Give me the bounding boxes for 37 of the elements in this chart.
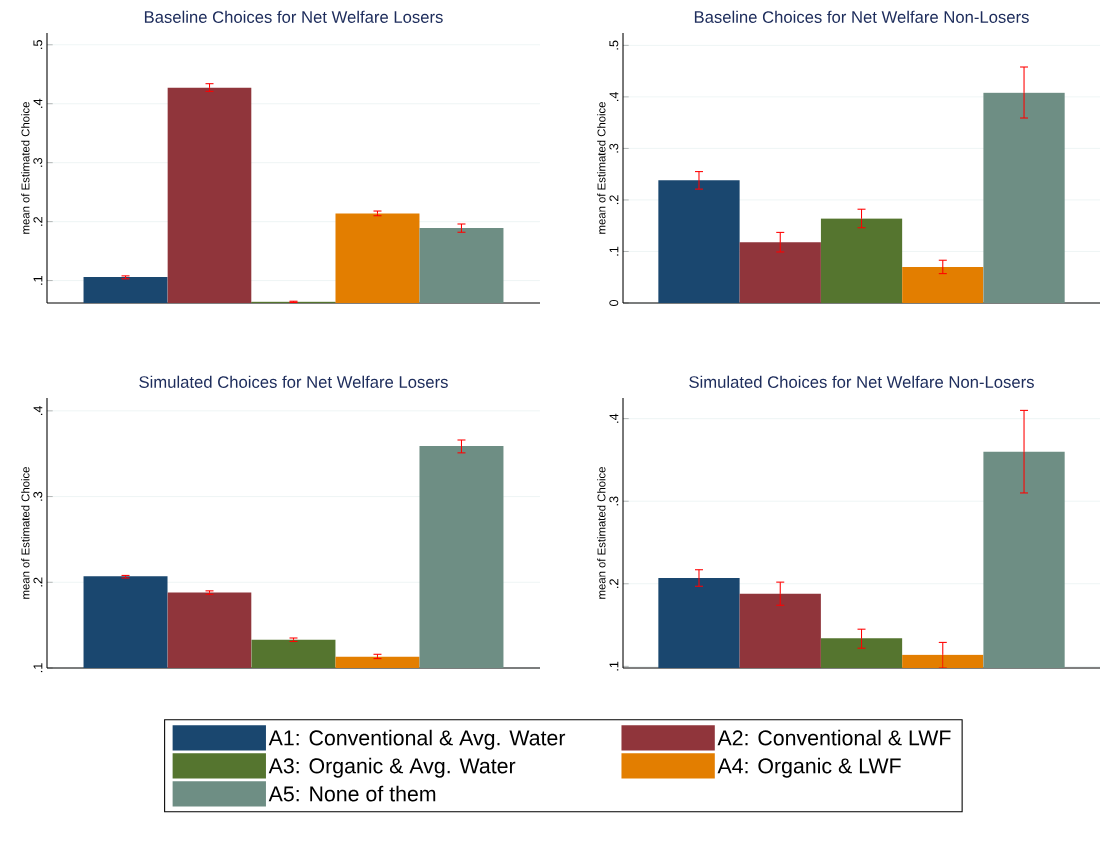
y-tick-label: .1 <box>33 275 43 285</box>
y-tick-label: .4 <box>609 413 619 423</box>
y-tick-label: .2 <box>33 577 43 587</box>
y-tick-label: .2 <box>609 579 619 588</box>
legend-label: A2: Conventional & LWF <box>717 729 951 746</box>
y-tick-label: 0 <box>609 299 619 307</box>
y-tick-label: .5 <box>33 40 43 49</box>
y-tick-label: .2 <box>609 195 619 205</box>
bar <box>739 242 821 303</box>
chart-title: Simulated Choices for Net Welfare Losers <box>139 375 448 388</box>
y-tick-label: .3 <box>33 157 43 167</box>
y-axis-title: mean of Estimated Choice <box>597 467 606 599</box>
y-tick-label: .1 <box>33 663 43 673</box>
y-tick-label: .4 <box>33 98 43 108</box>
bar <box>820 218 903 303</box>
chart-title: Simulated Choices for Net Welfare Non-Losers <box>689 375 1034 388</box>
y-tick-label: .2 <box>33 216 43 226</box>
y-tick-label: .4 <box>33 405 43 415</box>
chart-title: Baseline Choices for Net Welfare Non-Losers <box>694 10 1029 23</box>
y-tick-label: .1 <box>609 246 619 256</box>
y-axis-title: mean of Estimated Choice <box>597 102 606 234</box>
bar <box>902 266 984 303</box>
y-tick-label: .1 <box>609 661 619 671</box>
y-tick-label: .3 <box>33 491 43 501</box>
bar <box>658 180 740 303</box>
y-tick-label: .5 <box>609 40 619 50</box>
legend-label: A3: Organic & Avg. Water <box>268 757 516 778</box>
y-tick-label: .4 <box>609 91 619 102</box>
y-axis-title: mean of Estimated Choice <box>21 102 30 234</box>
chart-title: Baseline Choices for Net Welfare Losers <box>144 10 443 23</box>
legend-label: A5: None of them <box>268 785 436 802</box>
legend-label: A4: Organic & LWF <box>717 757 901 778</box>
y-tick-label: .3 <box>609 143 619 153</box>
legend-label: A1: Conventional & Avg. Water <box>268 729 566 750</box>
bar <box>983 92 1065 303</box>
y-tick-label: .3 <box>609 496 619 506</box>
y-axis-title: mean of Estimated Choice <box>21 467 30 599</box>
